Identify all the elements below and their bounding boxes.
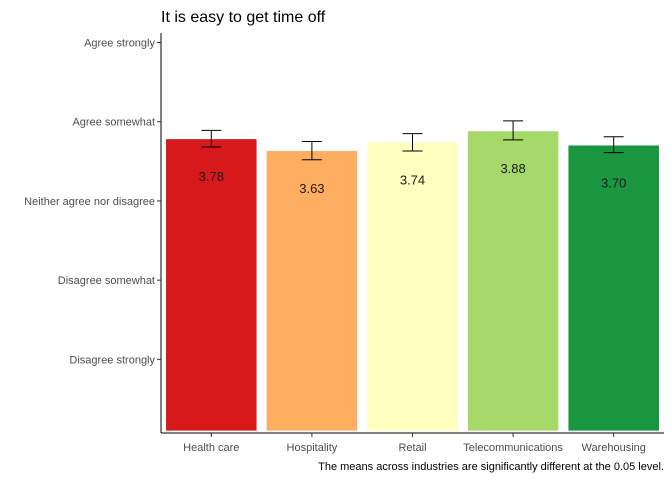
- x-tick-label-0: Health care: [183, 442, 239, 454]
- bar-1: [266, 151, 358, 431]
- y-tick-label-0: Disagree strongly: [69, 354, 155, 366]
- x-tick-label-4: Warehousing: [581, 442, 645, 454]
- x-tick-label-3: Telecommunications: [463, 442, 563, 454]
- data-label-2: 3.74: [400, 172, 425, 187]
- chart-title: It is easy to get time off: [161, 9, 326, 26]
- data-label-0: 3.78: [199, 169, 224, 184]
- chart-caption: The means across industries are signific…: [318, 461, 664, 473]
- y-tick-label-2: Neither agree nor disagree: [24, 196, 155, 208]
- bars-layer: [166, 131, 659, 431]
- y-tick-label-3: Agree somewhat: [72, 117, 155, 129]
- data-label-1: 3.63: [299, 181, 324, 196]
- x-tick-label-2: Retail: [398, 442, 426, 454]
- bar-0: [166, 139, 257, 431]
- error-bars-layer: [201, 120, 624, 161]
- x-axis: Health care Hospitality Retail Telecommunic…: [183, 433, 646, 454]
- y-axis: Disagree strongly Disagree somewhat Neithe…: [24, 38, 161, 366]
- y-tick-label-1: Disagree somewhat: [58, 275, 155, 287]
- data-label-4: 3.70: [601, 175, 626, 190]
- value-labels-layer: 3.78 3.63 3.74 3.88 3.70: [199, 161, 627, 196]
- data-label-3: 3.88: [500, 161, 525, 176]
- y-tick-label-4: Agree strongly: [84, 38, 155, 50]
- bar-2: [367, 142, 458, 431]
- bar-3: [467, 131, 559, 431]
- bar-4: [568, 145, 659, 431]
- x-tick-label-1: Hospitality: [287, 442, 338, 454]
